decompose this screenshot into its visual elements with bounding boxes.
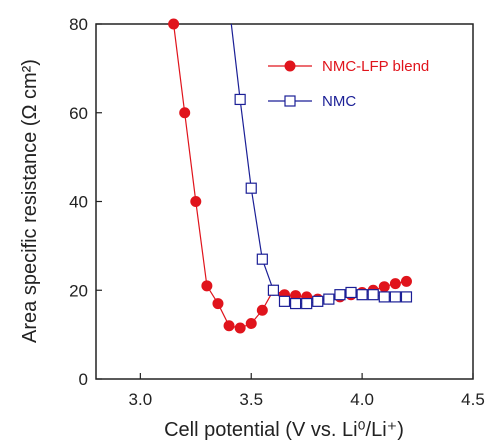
data-point [289, 297, 302, 310]
x-tick-label: 4.5 [461, 390, 485, 409]
data-point [234, 322, 246, 334]
x-axis-label: Cell potential (V vs. Li⁰/Li⁺) [164, 419, 404, 441]
y-axis-label: Area specific resistance (Ω cm²) [19, 59, 41, 343]
data-point [356, 289, 368, 301]
y-tick-label: 80 [69, 15, 88, 34]
data-point [212, 298, 224, 310]
data-point [223, 320, 235, 332]
legend-marker-nmc [284, 95, 296, 107]
data-point [400, 275, 412, 287]
y-tick-label: 0 [79, 370, 88, 389]
y-tick-label: 60 [69, 104, 88, 123]
data-point [234, 93, 246, 106]
data-point [367, 289, 379, 301]
x-tick-label: 3.5 [239, 390, 263, 409]
data-point [323, 293, 335, 305]
data-point [179, 107, 191, 119]
series-nmc [230, 23, 413, 310]
legend-marker-blend [284, 60, 296, 72]
data-point [345, 286, 357, 299]
x-tick-label: 3.0 [129, 390, 153, 409]
data-point [378, 281, 390, 293]
legend-label-blend: NMC-LFP blend [322, 58, 429, 75]
tick-layer: 3.0 3.5 4.0 4.5 0 20 40 60 80 [69, 15, 485, 409]
data-point [312, 295, 324, 307]
series-layer [168, 18, 413, 334]
legend: NMC-LFP blend NMC [268, 58, 429, 110]
data-point [168, 18, 180, 30]
data-point [378, 291, 390, 303]
x-tick-label: 4.0 [350, 390, 374, 409]
data-point [278, 295, 291, 307]
data-point [389, 278, 401, 290]
data-point [256, 304, 268, 316]
data-point [245, 182, 257, 194]
data-point [201, 280, 213, 292]
data-point [334, 289, 346, 301]
data-point [190, 196, 202, 207]
data-point [245, 318, 257, 330]
plot-area-frame [95, 23, 474, 380]
y-tick-label: 40 [69, 193, 88, 212]
legend-label-nmc: NMC [322, 93, 356, 110]
data-point [267, 284, 280, 296]
data-point [400, 291, 413, 303]
y-tick-label: 20 [69, 281, 88, 300]
data-point [389, 291, 401, 303]
data-point [256, 253, 268, 265]
data-point [301, 297, 313, 310]
